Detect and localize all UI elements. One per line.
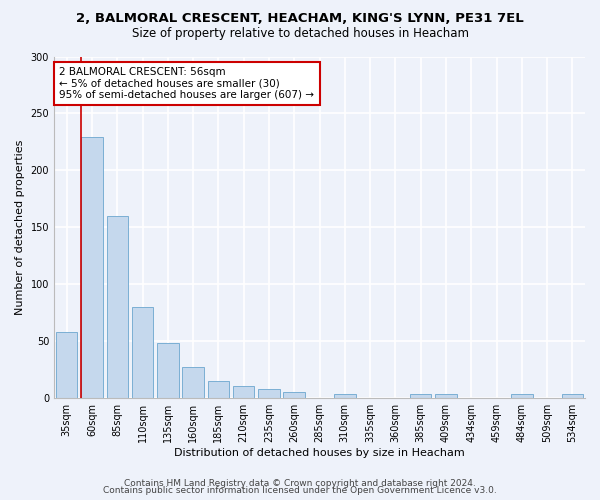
Bar xyxy=(562,394,583,398)
Bar xyxy=(334,394,356,398)
Bar xyxy=(182,367,204,398)
Bar xyxy=(81,138,103,398)
Bar xyxy=(283,392,305,398)
Text: Size of property relative to detached houses in Heacham: Size of property relative to detached ho… xyxy=(131,28,469,40)
Bar xyxy=(208,380,229,398)
Bar xyxy=(511,394,533,398)
Bar xyxy=(107,216,128,398)
Y-axis label: Number of detached properties: Number of detached properties xyxy=(15,140,25,315)
Text: Contains HM Land Registry data © Crown copyright and database right 2024.: Contains HM Land Registry data © Crown c… xyxy=(124,478,476,488)
Bar xyxy=(435,394,457,398)
Bar xyxy=(410,394,431,398)
Text: Contains public sector information licensed under the Open Government Licence v3: Contains public sector information licen… xyxy=(103,486,497,495)
Bar xyxy=(132,306,153,398)
Bar xyxy=(157,343,179,398)
Text: 2, BALMORAL CRESCENT, HEACHAM, KING'S LYNN, PE31 7EL: 2, BALMORAL CRESCENT, HEACHAM, KING'S LY… xyxy=(76,12,524,26)
X-axis label: Distribution of detached houses by size in Heacham: Distribution of detached houses by size … xyxy=(174,448,465,458)
Bar xyxy=(233,386,254,398)
Bar xyxy=(56,332,77,398)
Bar xyxy=(258,388,280,398)
Text: 2 BALMORAL CRESCENT: 56sqm
← 5% of detached houses are smaller (30)
95% of semi-: 2 BALMORAL CRESCENT: 56sqm ← 5% of detac… xyxy=(59,66,314,100)
